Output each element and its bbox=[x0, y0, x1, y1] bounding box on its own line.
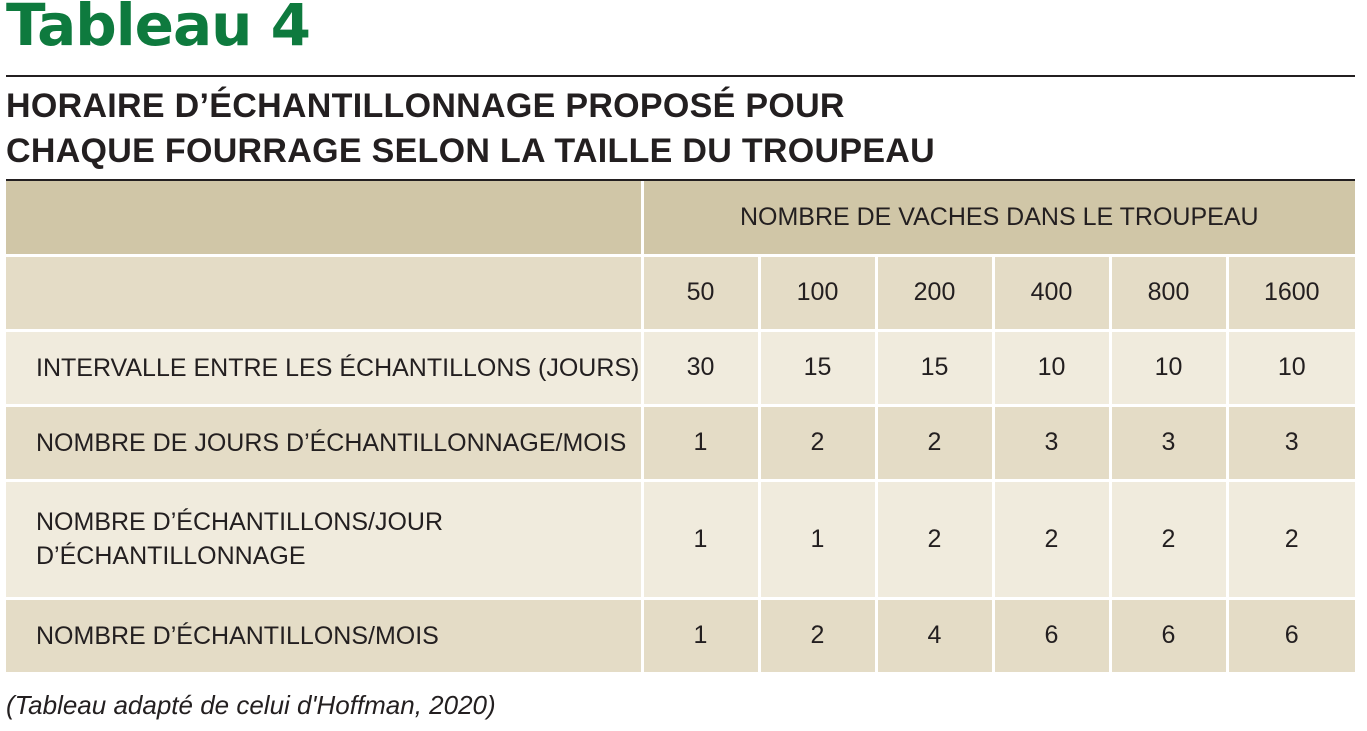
herd-size-cell: 1600 bbox=[1225, 253, 1356, 332]
row-label: NOMBRE D’ÉCHANTILLONS/JOUR D’ÉCHANTILLON… bbox=[6, 478, 644, 600]
table-cell: 3 bbox=[991, 403, 1112, 482]
table-cell: 1 bbox=[640, 596, 761, 675]
subtitle-line-1: HORAIRE D’ÉCHANTILLONNAGE PROPOSÉ POUR bbox=[6, 87, 845, 125]
table-cell: 2 bbox=[991, 478, 1112, 600]
table-cell: 2 bbox=[1225, 478, 1356, 600]
subtitle-line-2: CHAQUE FOURRAGE SELON LA TAILLE DU TROUP… bbox=[6, 132, 936, 170]
row-label: INTERVALLE ENTRE LES ÉCHANTILLONS (JOURS… bbox=[6, 328, 644, 407]
table-cell: 4 bbox=[874, 596, 995, 675]
herd-size-cell: 800 bbox=[1108, 253, 1229, 332]
table-row: NOMBRE D’ÉCHANTILLONS/MOIS 1 2 4 6 6 6 bbox=[6, 596, 1356, 675]
table-subtitle: HORAIRE D’ÉCHANTILLONNAGE PROPOSÉ POUR C… bbox=[6, 84, 935, 174]
table-cell: 10 bbox=[1108, 328, 1229, 407]
table-row: INTERVALLE ENTRE LES ÉCHANTILLONS (JOURS… bbox=[6, 328, 1356, 407]
row-label-line-2: D’ÉCHANTILLONNAGE bbox=[36, 542, 306, 570]
table-cell: 2 bbox=[757, 403, 878, 482]
sampling-schedule-table: NOMBRE DE VACHES DANS LE TROUPEAU 50 100… bbox=[6, 181, 1356, 675]
table-cell: 15 bbox=[757, 328, 878, 407]
table-cell: 6 bbox=[1225, 596, 1356, 675]
empty-corner-cell bbox=[6, 181, 644, 257]
table-cell: 3 bbox=[1225, 403, 1356, 482]
table-row: NOMBRE DE JOURS D’ÉCHANTILLONNAGE/MOIS 1… bbox=[6, 403, 1356, 482]
table-cell: 1 bbox=[757, 478, 878, 600]
herd-size-cell: 200 bbox=[874, 253, 995, 332]
table-row: NOMBRE D’ÉCHANTILLONS/JOUR D’ÉCHANTILLON… bbox=[6, 478, 1356, 600]
table-cell: 6 bbox=[991, 596, 1112, 675]
herd-size-header-row: 50 100 200 400 800 1600 bbox=[6, 253, 1356, 332]
group-header-row: NOMBRE DE VACHES DANS LE TROUPEAU bbox=[6, 181, 1356, 257]
table-cell: 3 bbox=[1108, 403, 1229, 482]
row-label: NOMBRE D’ÉCHANTILLONS/MOIS bbox=[6, 596, 644, 675]
table-cell: 2 bbox=[874, 403, 995, 482]
source-note: (Tableau adapté de celui d'Hoffman, 2020… bbox=[6, 690, 496, 720]
herd-size-cell: 100 bbox=[757, 253, 878, 332]
table-cell: 2 bbox=[874, 478, 995, 600]
table-cell: 2 bbox=[1108, 478, 1229, 600]
table-cell: 30 bbox=[640, 328, 761, 407]
table-cell: 1 bbox=[640, 403, 761, 482]
herd-size-group-header: NOMBRE DE VACHES DANS LE TROUPEAU bbox=[640, 181, 1356, 257]
row-label-line-1: NOMBRE D’ÉCHANTILLONS/JOUR bbox=[36, 508, 443, 536]
table-cell: 1 bbox=[640, 478, 761, 600]
herd-size-cell: 400 bbox=[991, 253, 1112, 332]
herd-size-cell: 50 bbox=[640, 253, 761, 332]
table-cell: 10 bbox=[1225, 328, 1356, 407]
empty-label-cell bbox=[6, 253, 644, 332]
title-divider bbox=[6, 75, 1355, 77]
table-title: Tableau 4 bbox=[6, 0, 311, 59]
row-label: NOMBRE DE JOURS D’ÉCHANTILLONNAGE/MOIS bbox=[6, 403, 644, 482]
table-cell: 2 bbox=[757, 596, 878, 675]
table-cell: 10 bbox=[991, 328, 1112, 407]
subtitle-divider bbox=[6, 179, 1355, 181]
table-cell: 6 bbox=[1108, 596, 1229, 675]
table-cell: 15 bbox=[874, 328, 995, 407]
